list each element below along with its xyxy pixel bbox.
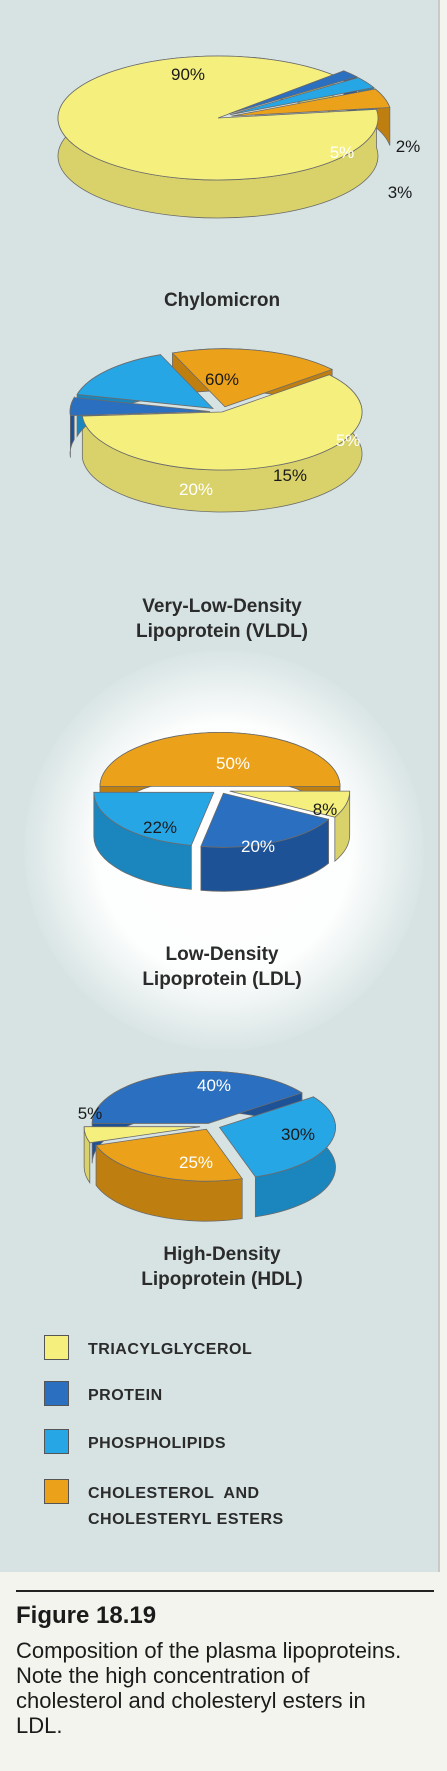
pie-title: Very-Low-Density [142,596,302,617]
slice-triacylglycerol [229,790,351,818]
caption-rule [16,1590,434,1592]
pie-title: Lipoprotein (VLDL) [136,621,308,642]
legend-swatch [44,1479,69,1504]
slice-cholesterol [99,732,341,787]
legend-label: PHOSPHOLIPIDS [88,1435,227,1452]
slice-phospholipids [218,1096,336,1178]
slice-phospholipids [76,354,215,409]
slice-phospholipids [229,77,375,116]
slice-label-protein: 2% [396,137,421,156]
slice-protein [69,397,211,416]
pie-charts: 90% 2% 3% 5% Chylomicron 60% 5% 15% 20% Very-Low-… [57,55,421,1290]
pie-vldl: 60% 5% 15% 20% Very-Low-Density Lipoprotein (… [69,348,363,642]
pie-title: High-Density [163,1244,281,1265]
slice-label-triacylglycerol: 8% [313,800,338,819]
slice-label-cholesterol: 25% [179,1153,213,1172]
slice-label-triacylglycerol: 90% [171,65,205,84]
legend-label: PROTEIN [88,1387,163,1404]
slice-label-cholesterol: 50% [216,754,250,773]
slice-label-phospholipids: 30% [281,1125,315,1144]
slice-protein [228,70,358,115]
legend-swatch [44,1381,69,1406]
pie-title: Low-Density [166,944,279,965]
slice-protein [91,1071,303,1124]
pie-title: Lipoprotein (HDL) [141,1269,302,1290]
slice-label-cholesterol: 5% [330,143,355,162]
slice-cholesterol [171,348,334,408]
legend-swatch [44,1429,69,1454]
pie-hdl: 40% 30% 25% 5% High-Density Lipoprotein (HDL) [78,1071,336,1290]
caption-body: Composition of the plasma lipoproteins. … [16,1638,402,1738]
legend-label: TRIACYLGLYCEROL [88,1341,253,1358]
caption-title: Figure 18.19 [16,1602,157,1629]
legend-swatch [44,1335,69,1360]
slice-label-protein: 20% [241,837,275,856]
pie-ldl: 50% 8% 20% 22% Low-Density Lipoprotein (LDL) [93,732,351,990]
slice-label-protein: 40% [197,1076,231,1095]
slice-label-protein: 5% [336,431,361,450]
pie-title: Chylomicron [164,290,280,311]
slice-label-phospholipids: 22% [143,818,177,837]
slice-triacylglycerol [83,1126,201,1144]
slice-label-phospholipids: 3% [388,183,413,202]
slice-protein [200,792,330,848]
slice-label-cholesterol: 20% [179,480,213,499]
figure-panel: 90% 2% 3% 5% Chylomicron 60% 5% 15% 20% Very-Low-… [0,0,440,1572]
slice-cholesterol [95,1128,243,1182]
slice-label-triacylglycerol: 5% [78,1104,103,1123]
pie-title: Lipoprotein (LDL) [142,969,301,990]
legend-label: CHOLESTEROL AND CHOLESTERYL ESTERS [88,1485,284,1528]
slice-label-triacylglycerol: 60% [205,370,239,389]
slice-triacylglycerol [81,374,363,471]
slice-triacylglycerol [57,55,379,181]
slice-label-phospholipids: 15% [273,466,307,485]
slice-phospholipids [93,791,215,846]
pie-chylomicron: 90% 2% 3% 5% Chylomicron [57,55,421,311]
slice-cholesterol [231,88,391,117]
